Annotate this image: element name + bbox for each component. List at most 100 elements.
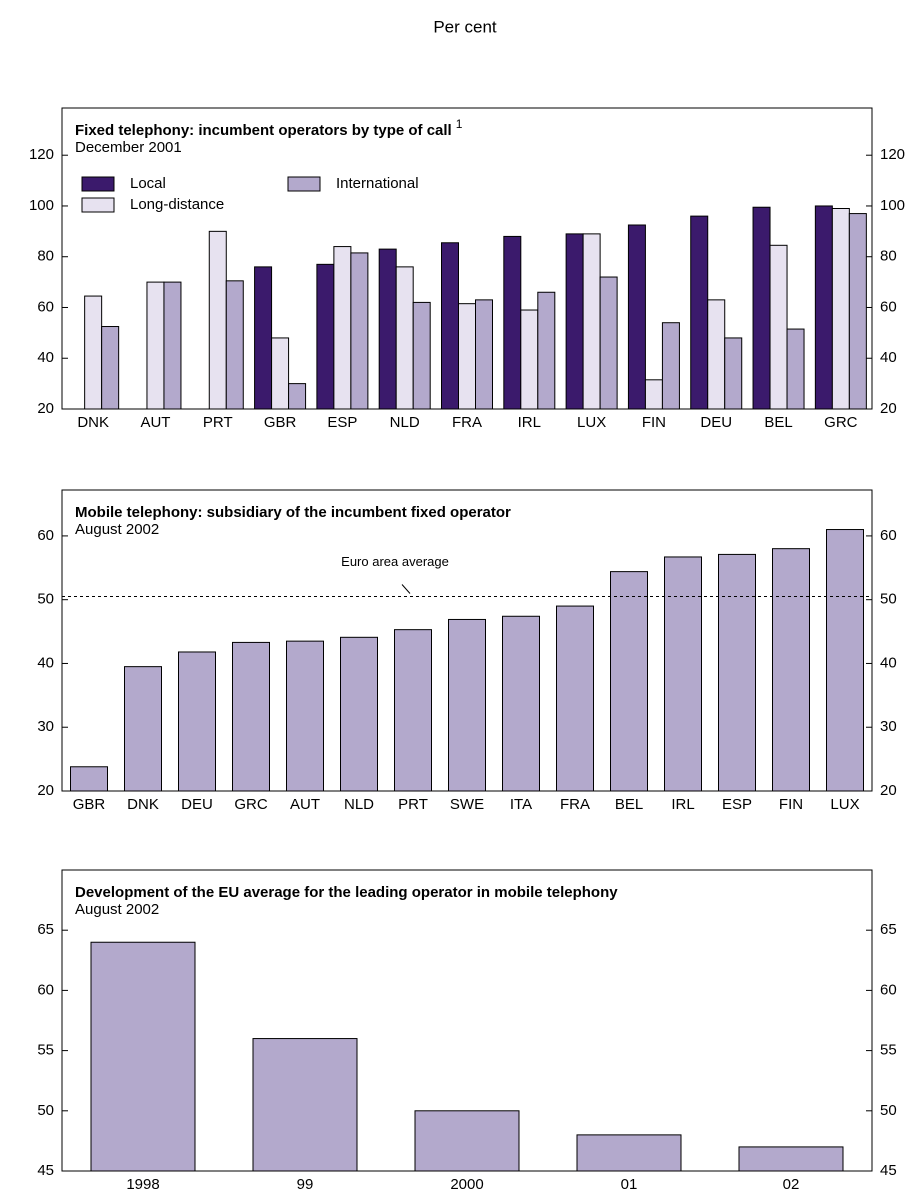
x-tick-label: ESP <box>722 796 752 813</box>
y2-tick-label: 40 <box>880 654 897 671</box>
y-tick-label: 100 <box>29 197 54 214</box>
bar <box>458 303 476 410</box>
chart-subtitle: August 2002 <box>75 901 159 918</box>
bar <box>475 299 493 410</box>
y2-tick-label: 65 <box>880 921 897 938</box>
bar <box>707 299 726 410</box>
x-tick-label: GRC <box>234 796 268 813</box>
y2-tick-label: 45 <box>880 1162 897 1179</box>
x-tick-label: DNK <box>77 414 109 431</box>
bar <box>84 295 103 410</box>
title-note: 1 <box>456 117 463 131</box>
legend-swatch <box>81 197 115 213</box>
bar <box>831 208 850 410</box>
x-tick-label: FIN <box>642 414 666 431</box>
bar <box>412 301 431 410</box>
bar <box>70 766 108 792</box>
x-tick-label: GBR <box>264 414 297 431</box>
bar <box>599 276 618 410</box>
x-tick-label: AUT <box>140 414 170 431</box>
y2-tick-label: 100 <box>880 197 905 214</box>
bar <box>448 618 486 792</box>
bar <box>124 666 162 792</box>
y2-tick-label: 60 <box>880 298 897 315</box>
chart-title: Mobile telephony: subsidiary of the incu… <box>75 504 511 521</box>
annotation: Euro area average <box>341 554 449 569</box>
y2-tick-label: 60 <box>880 527 897 544</box>
bar <box>644 379 663 410</box>
x-tick-label: DNK <box>127 796 159 813</box>
bar <box>582 233 601 410</box>
bar <box>101 326 120 410</box>
y-tick-label: 65 <box>37 921 54 938</box>
page-title: Per cent <box>433 17 497 36</box>
x-tick-label: LUX <box>830 796 859 813</box>
bar <box>661 322 680 410</box>
x-tick-label: BEL <box>615 796 643 813</box>
y-tick-label: 50 <box>37 591 54 608</box>
y2-tick-label: 55 <box>880 1042 897 1059</box>
bar <box>738 1146 844 1172</box>
y2-tick-label: 50 <box>880 591 897 608</box>
y2-tick-label: 20 <box>880 782 897 799</box>
bar <box>340 636 378 792</box>
y-tick-label: 20 <box>37 400 54 417</box>
x-tick-label: 1998 <box>126 1176 159 1193</box>
bar <box>610 571 648 792</box>
x-tick-label: 2000 <box>450 1176 483 1193</box>
bar <box>163 281 182 410</box>
bar <box>690 215 709 410</box>
x-tick-label: IRL <box>518 414 541 431</box>
bar <box>225 280 244 410</box>
legend-label: Long-distance <box>130 196 224 213</box>
x-tick-label: BEL <box>764 414 792 431</box>
bar <box>664 556 702 792</box>
bar <box>271 337 290 410</box>
bar <box>503 235 522 410</box>
y2-tick-label: 60 <box>880 981 897 998</box>
bar <box>724 337 743 410</box>
x-tick-label: 99 <box>297 1176 314 1193</box>
y-tick-label: 45 <box>37 1162 54 1179</box>
x-tick-label: FIN <box>779 796 803 813</box>
chart-title: Fixed telephony: incumbent operators by … <box>75 122 452 139</box>
y-tick-label: 40 <box>37 654 54 671</box>
plot-frame <box>61 869 873 1172</box>
bar <box>316 263 335 410</box>
x-tick-label: PRT <box>398 796 428 813</box>
x-tick-label: ITA <box>510 796 532 813</box>
bar <box>752 206 771 410</box>
y2-tick-label: 30 <box>880 718 897 735</box>
x-tick-label: SWE <box>450 796 484 813</box>
bar <box>772 548 810 792</box>
x-tick-label: GRC <box>824 414 858 431</box>
bar <box>576 1134 682 1172</box>
bar <box>537 291 556 410</box>
y2-tick-label: 80 <box>880 248 897 265</box>
legend-label: International <box>336 175 419 192</box>
bar <box>627 224 646 410</box>
y-tick-label: 55 <box>37 1042 54 1059</box>
y-tick-label: 50 <box>37 1102 54 1119</box>
bar <box>350 252 369 410</box>
legend-label: Local <box>130 175 166 192</box>
x-tick-label: 01 <box>621 1176 638 1193</box>
x-tick-label: ESP <box>327 414 357 431</box>
bar <box>208 230 227 410</box>
bar <box>146 281 165 410</box>
bar <box>178 651 216 792</box>
y-tick-label: 60 <box>37 298 54 315</box>
bar <box>90 941 196 1172</box>
bar <box>441 242 459 410</box>
bar <box>414 1110 520 1172</box>
x-tick-label: FRA <box>452 414 482 431</box>
bar <box>394 629 432 792</box>
x-tick-label: AUT <box>290 796 320 813</box>
y2-tick-label: 40 <box>880 349 897 366</box>
y2-tick-label: 50 <box>880 1102 897 1119</box>
x-tick-label: PRT <box>203 414 233 431</box>
chart-subtitle: August 2002 <box>75 521 159 538</box>
plot-frame <box>61 489 873 792</box>
y-tick-label: 80 <box>37 248 54 265</box>
